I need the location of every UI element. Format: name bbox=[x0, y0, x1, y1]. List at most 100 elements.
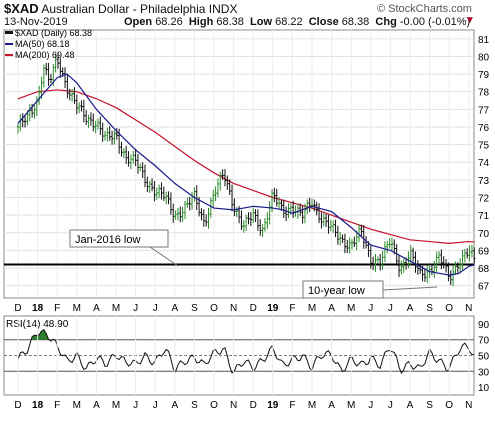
price-bar bbox=[411, 247, 415, 262]
price-bar bbox=[141, 162, 144, 178]
x-tick-label: M bbox=[112, 303, 120, 314]
symbol-label: $XAD bbox=[4, 1, 39, 16]
price-bar bbox=[94, 120, 97, 134]
price-bar bbox=[136, 154, 140, 174]
legend-swatch-price bbox=[5, 31, 13, 34]
price-bar bbox=[402, 258, 405, 273]
price-bar bbox=[75, 94, 78, 115]
price-bar bbox=[120, 141, 123, 157]
price-bar bbox=[54, 53, 57, 73]
price-bar bbox=[362, 224, 365, 249]
price-bar bbox=[473, 247, 476, 264]
price-bar bbox=[23, 116, 27, 128]
price-bar bbox=[456, 262, 460, 275]
price-bar bbox=[447, 262, 450, 282]
rsi-y-tick-label: 50 bbox=[478, 352, 490, 363]
price-bar bbox=[256, 209, 260, 231]
rsi-x-tick-label: O bbox=[210, 400, 218, 411]
rsi-y-tick-label: 90 bbox=[478, 320, 490, 331]
price-x-axis: D 18 F M A M J J A S O N D 19 F M A M J J A S O N bbox=[14, 303, 472, 314]
price-bar bbox=[449, 270, 452, 286]
rsi-y-axis: 10 30 50 70 90 bbox=[478, 320, 490, 394]
price-bar bbox=[287, 203, 290, 219]
x-tick-label: M bbox=[73, 303, 81, 314]
x-tick-label: J bbox=[153, 303, 158, 314]
x-tick-label: A bbox=[93, 303, 100, 314]
chg-label: Chg bbox=[375, 16, 397, 28]
x-tick-label: A bbox=[328, 303, 335, 314]
price-bar bbox=[212, 189, 215, 207]
price-bar bbox=[70, 88, 74, 102]
price-bar bbox=[388, 238, 391, 249]
ma50-line bbox=[17, 73, 475, 276]
price-bar bbox=[228, 179, 231, 195]
exchange-label: INDX bbox=[208, 2, 238, 16]
price-bar bbox=[202, 209, 206, 227]
rsi-x-tick-label: J bbox=[133, 400, 138, 411]
price-bar bbox=[113, 130, 116, 145]
price-bar bbox=[89, 112, 93, 126]
price-bar bbox=[110, 130, 114, 145]
price-bar bbox=[400, 260, 403, 275]
price-bar bbox=[45, 62, 48, 76]
price-bar bbox=[461, 249, 464, 270]
annotation-jan2016: Jan-2016 low bbox=[69, 229, 179, 267]
rsi-x-tick-label: A bbox=[171, 400, 178, 411]
price-bar bbox=[275, 188, 278, 207]
price-bar bbox=[42, 64, 46, 88]
x-tick-label: F bbox=[289, 303, 295, 314]
rsi-x-tick-label: D bbox=[250, 400, 257, 411]
close-label: Close bbox=[308, 16, 339, 28]
price-bar bbox=[336, 225, 340, 245]
price-bar bbox=[101, 122, 104, 142]
price-bar bbox=[315, 201, 318, 216]
price-bar bbox=[379, 254, 382, 271]
y-tick-label: 71 bbox=[478, 211, 490, 222]
price-bar bbox=[451, 265, 455, 287]
price-bar bbox=[176, 207, 180, 221]
price-bar bbox=[219, 171, 222, 191]
price-bar bbox=[261, 223, 264, 237]
rsi-x-tick-label: M bbox=[112, 400, 120, 411]
price-bar bbox=[157, 184, 161, 199]
price-bar bbox=[183, 200, 187, 219]
x-tick-label: D bbox=[14, 303, 21, 314]
price-bar bbox=[134, 148, 137, 167]
open-label: Open bbox=[124, 16, 153, 28]
price-bar bbox=[299, 203, 302, 217]
price-y-axis: 67 68 69 70 71 72 73 74 75 76 77 78 79 80 81 bbox=[478, 35, 490, 293]
price-bar bbox=[242, 220, 245, 233]
price-bar bbox=[334, 219, 337, 238]
price-bar bbox=[139, 163, 142, 172]
price-bar bbox=[129, 154, 133, 170]
rsi-y-tick-label: 70 bbox=[478, 336, 490, 347]
price-bar bbox=[164, 191, 168, 205]
price-bar bbox=[108, 126, 111, 141]
chart-title: $XAD Australian Dollar - Philadelphia IN… bbox=[4, 1, 237, 16]
price-bar bbox=[226, 175, 229, 190]
price-bar bbox=[421, 265, 424, 282]
x-tick-label: M bbox=[308, 303, 316, 314]
annotation-tenyear-pointer bbox=[382, 286, 438, 291]
down-triangle-icon: ▼ bbox=[465, 15, 475, 26]
brand-label: © StockCharts.com bbox=[377, 3, 472, 15]
price-bar bbox=[68, 88, 71, 101]
instrument-name: Australian Dollar - Philadelphia bbox=[41, 2, 206, 16]
y-tick-label: 76 bbox=[478, 123, 490, 134]
price-bar bbox=[47, 62, 50, 86]
price-bar bbox=[195, 185, 198, 211]
price-bar bbox=[73, 87, 76, 104]
price-bar bbox=[63, 67, 67, 89]
y-tick-label: 74 bbox=[478, 158, 490, 169]
price-bar bbox=[303, 203, 307, 224]
price-bar bbox=[216, 178, 220, 198]
price-bar bbox=[317, 203, 321, 224]
rsi-line bbox=[17, 328, 475, 375]
x-tick-label: O bbox=[445, 303, 453, 314]
price-bar bbox=[277, 197, 281, 210]
rsi-x-tick-label: J bbox=[153, 400, 158, 411]
rsi-x-tick-label: F bbox=[54, 400, 60, 411]
x-tick-label: S bbox=[426, 303, 433, 314]
price-bar bbox=[433, 260, 436, 279]
price-bar bbox=[174, 210, 177, 220]
